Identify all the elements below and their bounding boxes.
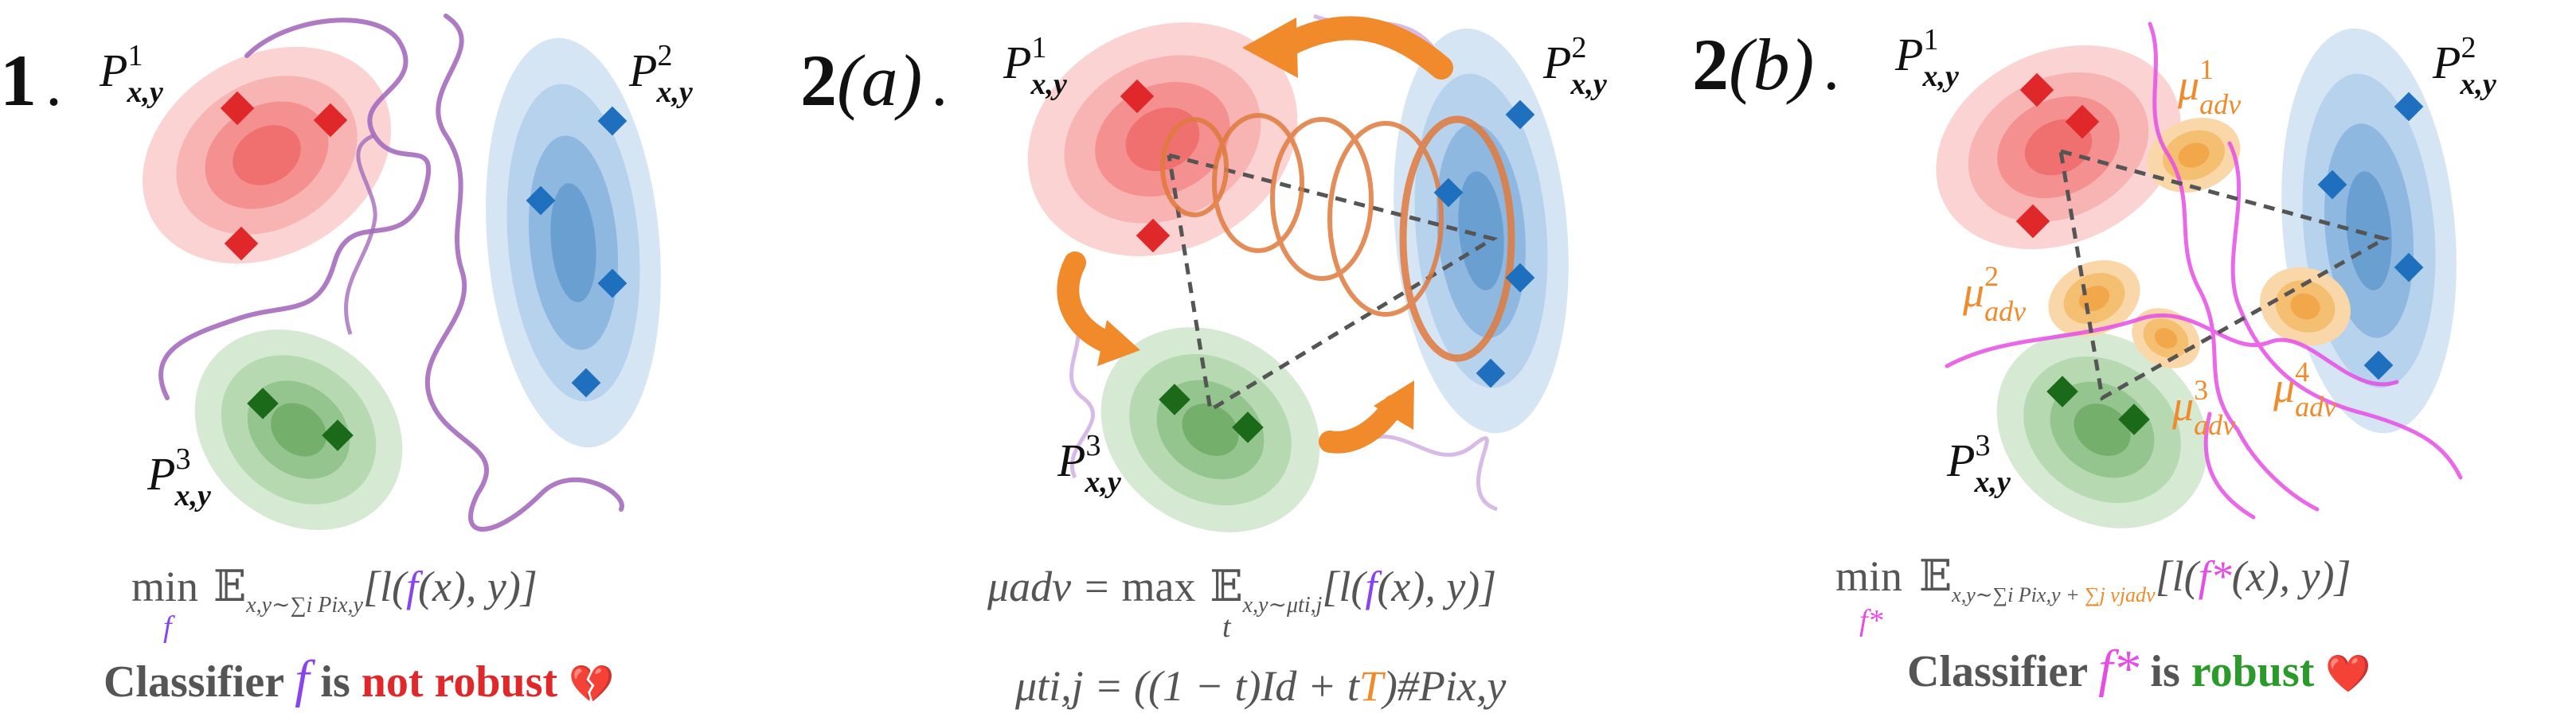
data-point-green [1232,411,1264,443]
formula-max-sub: t [1222,610,1232,644]
panel-2a: 2(a). P1 x,y P2 x,y P3 x,y μadv = max 𝔼x,y∼μ… [800,14,1607,710]
dist-label-p3: P3 x,y [1946,429,2011,499]
panel-label: 2(a). [800,40,945,121]
data-point-red [224,226,259,261]
formula-adversarial-max: μadv = max 𝔼x,y∼μti,j[l(f(x), y)] [987,563,1496,618]
barycenter-triangle-p2a [1167,153,1499,414]
data-point-blue [1505,263,1535,293]
adv-label-4: μ4 adv [2273,356,2336,423]
data-point-blue [2363,350,2394,380]
data-point-green [322,419,354,451]
caption-p2b: Classifier f* is robust ❤️ [1907,640,2371,698]
distribution-red-p2b [1936,45,2181,250]
data-point-blue [2317,170,2347,200]
dist-label-p2: P2 x,y [628,39,693,109]
decision-boundary-p1 [158,14,624,532]
adv-label-3: μ3 adv [2171,374,2235,441]
data-point-green [2118,403,2150,435]
formula-interpolation: μti,j = ((1 − t)Id + tT)#Pix,y [1014,662,1506,710]
data-point-blue [2394,252,2424,283]
formula-min: min [131,563,198,610]
data-point-blue [526,185,556,216]
data-point-green [247,388,279,419]
distribution-red-p1 [143,46,391,264]
distribution-green-p2b [1996,331,2208,528]
caption-p1: Classifier f is not robust 💔 [104,650,615,708]
data-point-red [313,103,348,138]
barycenter-triangle-p2b [2058,149,2390,401]
data-point-blue [2394,92,2424,122]
distribution-blue-p1 [486,37,661,448]
dist-label-p3: P3 x,y [1057,429,1121,499]
data-point-blue [1476,358,1506,388]
dist-label-p2: P2 x,y [1542,31,1607,101]
adv-label-1: μ1 adv [2177,53,2241,120]
robust-boundary-p2b [1945,21,2463,520]
data-point-red [1136,218,1171,253]
panel-label: 1. [0,40,60,121]
formula-min-sub: f [163,610,175,644]
data-point-blue [571,368,601,398]
formula-min: min [1835,552,1902,600]
formula-expectation: 𝔼x,y∼∑i Pix,y[l(f(x), y)] [213,563,537,618]
dist-label-p1: P1 x,y [99,39,163,109]
panel-2b: 2(b). P1 x,y P2 x,y P3 x,y μ1 adv μ2 adv μ3 ad… [1692,21,2496,698]
interpolation-path-p2a [1160,113,1515,362]
distribution-red-p2a [1027,22,1298,256]
transport-arrows-p2a [1057,16,1453,454]
data-point-blue [597,268,627,298]
data-point-green [2046,376,2078,407]
dist-label-p1: P1 x,y [1003,31,1067,101]
panel-1: 1. P1 x,y P2 x,y P3 x,y min f 𝔼x,y∼∑i Pix,y… [0,14,693,708]
data-point-red [1120,79,1155,114]
formula-robust-objective: 𝔼x,y∼∑i Pix,y + ∑j νjadv[l(f*(x), y)] [1919,552,2351,606]
adv-distribution-3 [2132,308,2200,368]
distribution-green-p1 [194,329,403,530]
data-point-red [220,91,255,126]
formula-min-sub: f* [1859,604,1883,637]
dist-label-p1: P1 x,y [1894,23,1959,93]
data-point-blue [597,106,627,136]
dist-label-p2: P2 x,y [2432,31,2496,101]
data-point-blue [1505,99,1535,130]
data-point-blue [1433,177,1464,208]
adv-distribution-2 [2048,259,2140,337]
adv-label-2: μ2 adv [1962,260,2026,327]
dist-label-p3: P3 x,y [147,442,211,513]
panel-label: 2(b). [1692,24,1837,105]
adv-distribution-1 [2147,117,2241,193]
